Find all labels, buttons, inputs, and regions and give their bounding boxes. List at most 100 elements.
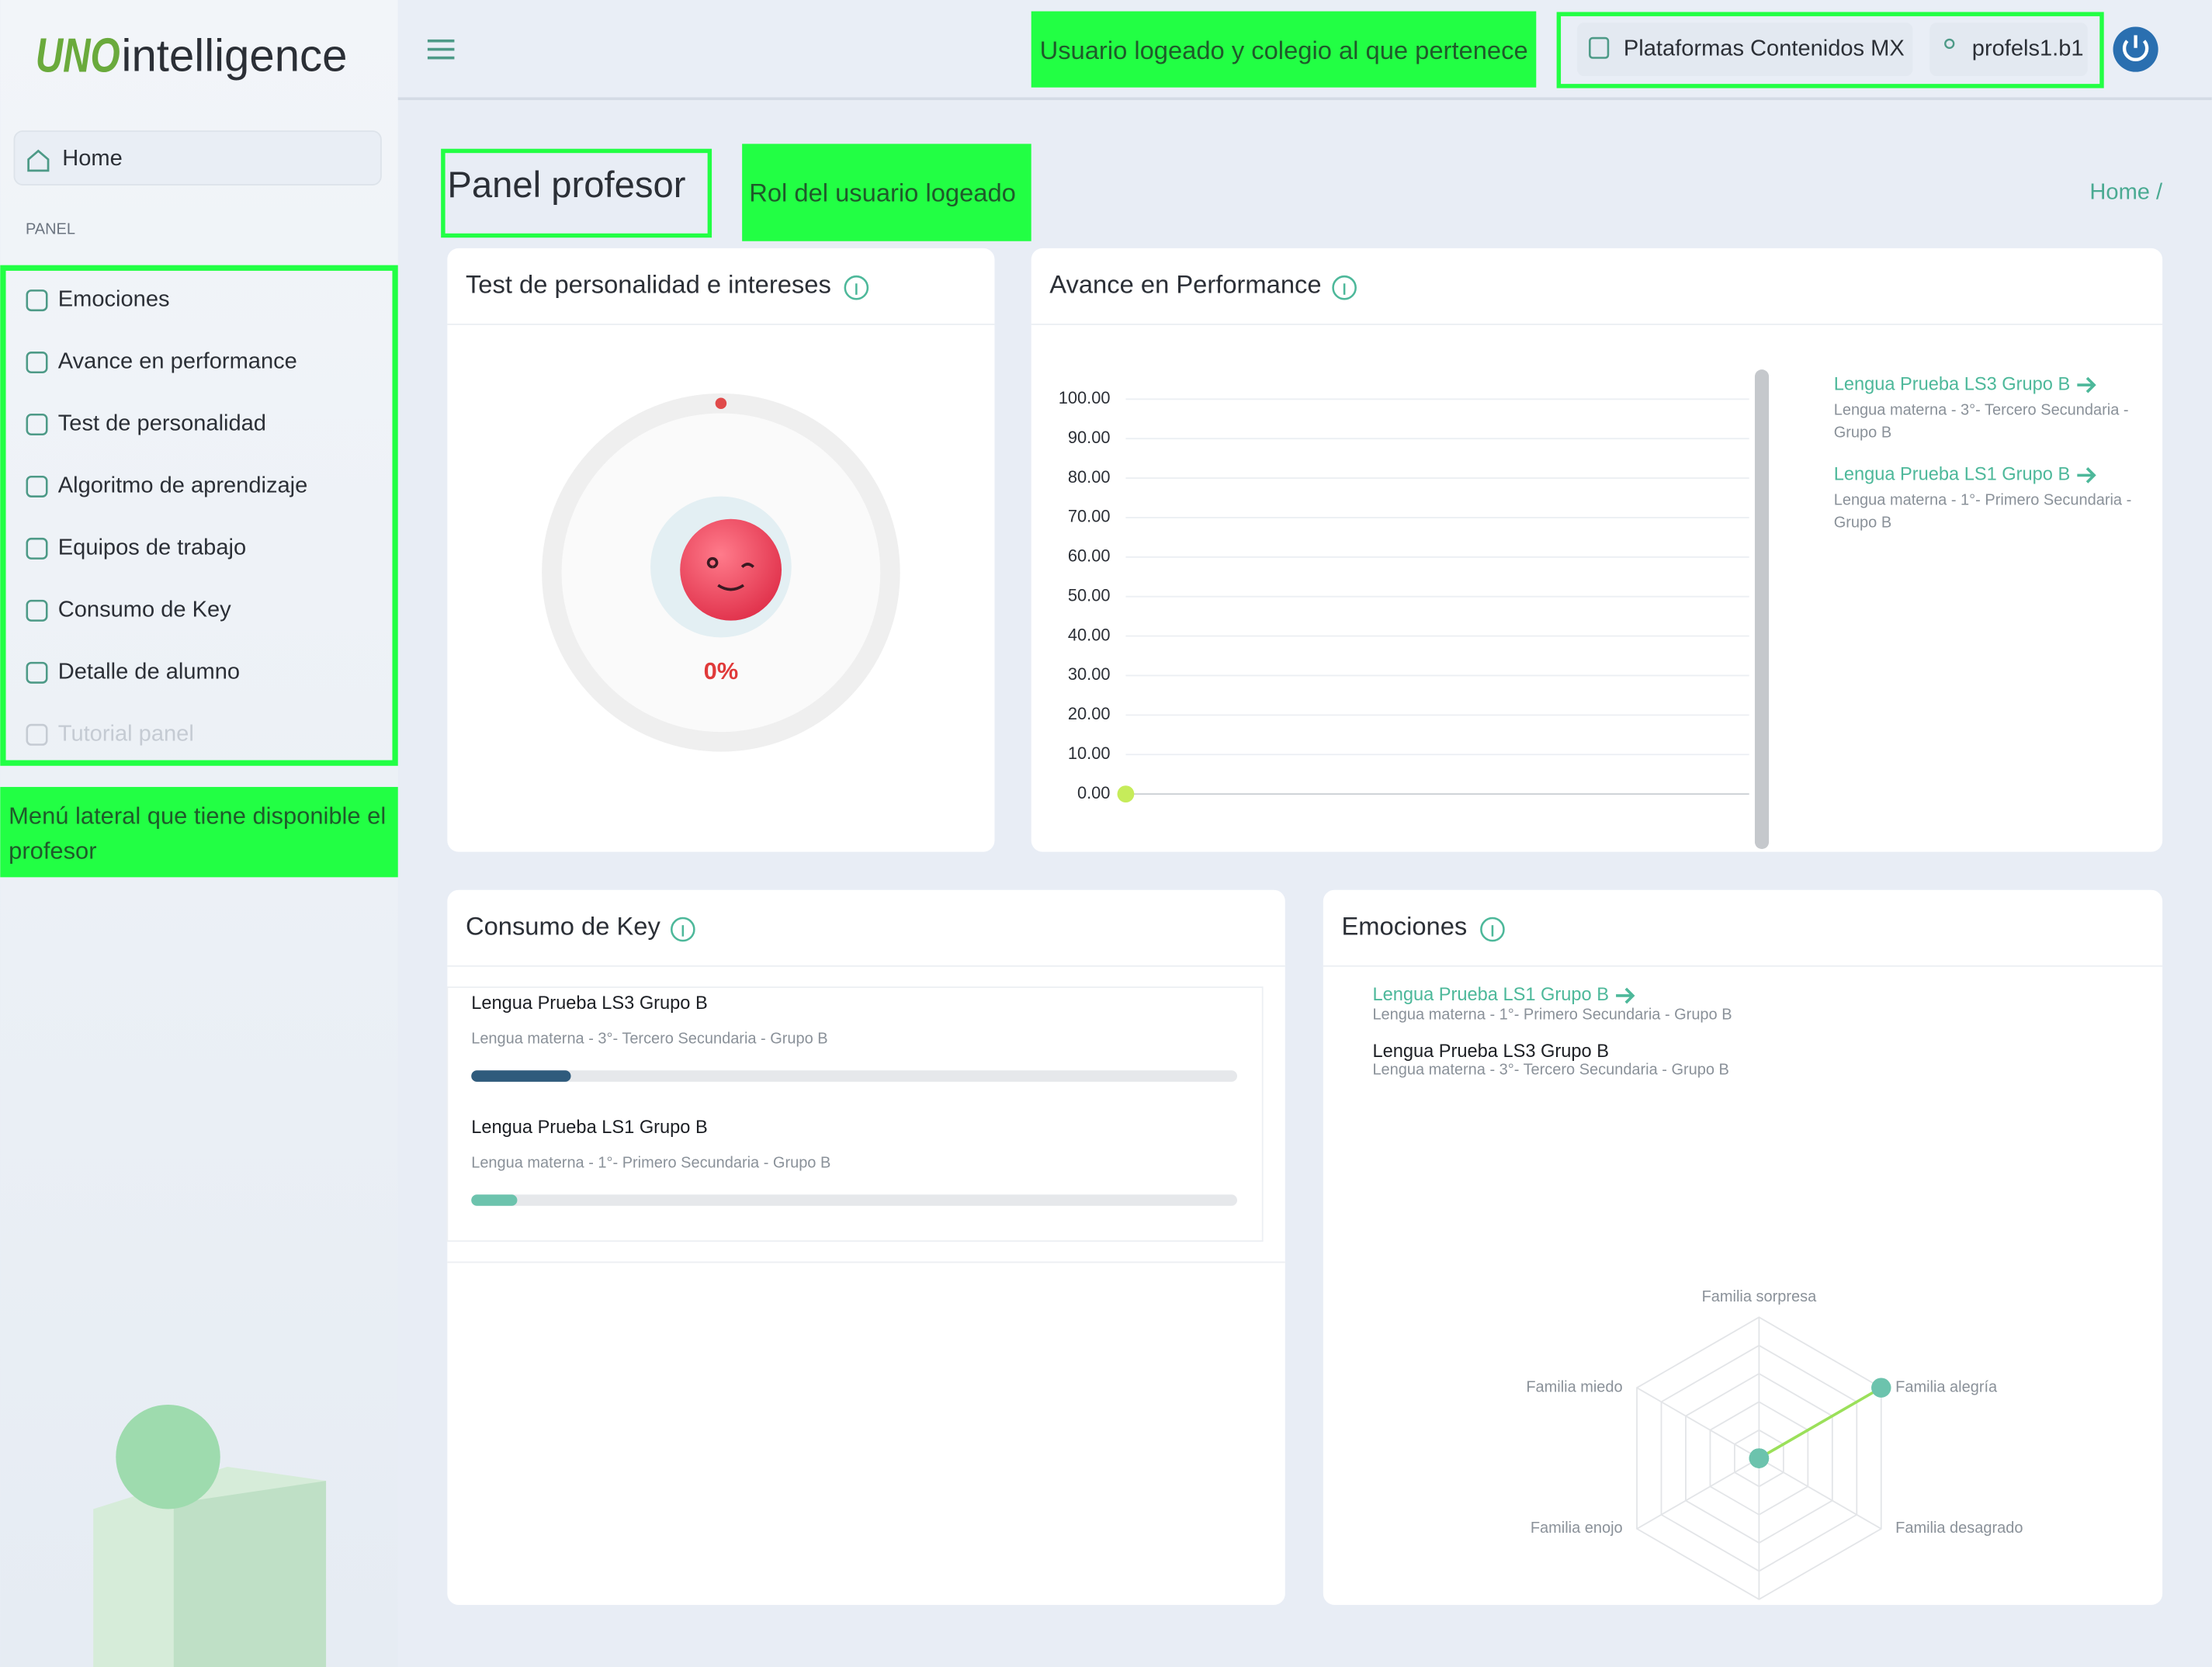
group-link[interactable]: Lengua Prueba LS3 Grupo B — [1834, 374, 2071, 394]
y-tick-label: 40.00 — [1068, 625, 1111, 644]
radar-label: Familia sorpresa — [1702, 1288, 1817, 1305]
card — [1323, 889, 2163, 1606]
y-tick-label: 60.00 — [1068, 546, 1111, 566]
card — [1031, 248, 2163, 852]
gauge-face — [680, 518, 782, 621]
user-name[interactable]: profels1.b1 — [1972, 36, 2084, 61]
power-icon — [2122, 35, 2149, 61]
school-pill[interactable] — [1576, 23, 1913, 77]
nav-item[interactable]: Detalle de alumno — [58, 660, 240, 684]
radar-axis — [1758, 1457, 1882, 1530]
annotation-box — [441, 148, 712, 238]
card-title: Consumo de Key — [466, 911, 661, 940]
nav-icon — [26, 475, 48, 497]
radar-label: Familia desagrado — [1895, 1520, 2023, 1537]
nav-icon — [26, 414, 48, 435]
gauge-value: 0% — [704, 657, 739, 684]
group-name[interactable]: Lengua Prueba LS1 Grupo B — [1372, 985, 1609, 1005]
decoration — [173, 1481, 327, 1667]
menu-toggle[interactable] — [427, 39, 455, 60]
nav-icon — [26, 352, 48, 374]
radar-label: Familia alegría — [1895, 1378, 1998, 1395]
logo-prefix: UNO — [36, 29, 120, 83]
annotation-box — [1556, 12, 2104, 88]
nav-item[interactable]: Equipos de trabajo — [58, 535, 246, 560]
annotation-box — [1031, 11, 1537, 88]
point — [1117, 785, 1135, 803]
nav-icon — [26, 723, 48, 746]
nav-icon — [26, 289, 48, 312]
nav-item[interactable]: Tutorial panel — [58, 721, 194, 746]
annotation-text: Menú lateral que tiene disponible el pro… — [9, 802, 387, 865]
y-tick-label: 100.00 — [1059, 388, 1111, 407]
description: Lengua materna - 3°- Tercero Secundaria … — [1833, 401, 2129, 442]
nav-item[interactable]: Algoritmo de aprendizaje — [58, 473, 308, 498]
nav-icon — [26, 661, 48, 684]
y-tick-label: 70.00 — [1068, 507, 1111, 526]
school-icon — [1589, 36, 1610, 59]
scrollbar[interactable] — [1754, 369, 1770, 849]
logout-button[interactable] — [2113, 26, 2158, 72]
nav-item[interactable]: Consumo de Key — [58, 598, 231, 622]
group-name: Lengua Prueba LS1 Grupo B — [471, 1118, 708, 1138]
group-link[interactable]: Lengua Prueba LS1 Grupo B — [1834, 465, 2071, 485]
card-title: Avance en Performance — [1049, 270, 1321, 299]
group-desc: Lengua materna - 3°- Tercero Secundaria … — [1372, 1062, 1728, 1079]
dynamic-layer: 0% 0.00 10.00 20.00 30.00 40.00 50.00 60.00 70.0… — [471, 374, 2132, 1600]
arrow-icon — [1616, 987, 1635, 1004]
radar-point — [1749, 1448, 1770, 1468]
group-desc: Lengua materna - 1°- Primero Secundaria … — [1372, 1007, 1732, 1024]
progress-bar — [471, 1070, 571, 1082]
annotation: Menú lateral que tiene disponible el pro… — [9, 802, 387, 865]
progress-bar — [471, 1194, 518, 1206]
gauge-face-features — [706, 556, 754, 591]
card-title: Test de personalidad e intereses — [466, 270, 831, 299]
school-name[interactable]: Plataformas Contenidos MX — [1624, 36, 1905, 61]
description-text: Lengua materna - 3°- Tercero Secundaria … — [1833, 401, 2129, 442]
radar-axis — [1636, 1457, 1760, 1530]
group-name: Lengua Prueba LS3 Grupo B — [1372, 1041, 1609, 1062]
annotation-text: Usuario logeado y colegio al que pertene… — [1040, 36, 1528, 64]
y-tick-label: 80.00 — [1068, 467, 1111, 487]
user-pill[interactable] — [1929, 23, 2088, 77]
annotation-text: Rol del usuario logeado — [749, 178, 1016, 206]
info-icons[interactable] — [671, 275, 1505, 942]
annotation-box — [0, 265, 398, 766]
arrow-icon — [2077, 376, 2096, 393]
radar-label: Familia miedo — [1526, 1378, 1622, 1395]
y-tick-label: 20.00 — [1068, 704, 1111, 723]
progress-track — [471, 1194, 1238, 1206]
group-desc: Lengua materna - 1°- Primero Secundaria … — [471, 1155, 830, 1172]
nav-icon — [26, 537, 48, 560]
nav-icon — [26, 599, 48, 622]
home-button[interactable] — [13, 130, 382, 185]
y-tick-label: 90.00 — [1068, 428, 1111, 447]
description-text: Lengua materna - 1°- Primero Secundaria … — [1833, 492, 2132, 532]
section-label: PANEL — [26, 220, 75, 237]
page-title: Panel profesor — [447, 165, 685, 206]
nav-item[interactable]: Avance en performance — [58, 349, 297, 374]
radar-point — [1871, 1378, 1891, 1398]
group-name: Lengua Prueba LS3 Grupo B — [471, 993, 708, 1014]
card-title: Emociones — [1341, 911, 1467, 940]
radar-label: Familia enojo — [1531, 1520, 1623, 1537]
description: Lengua materna - 1°- Primero Secundaria … — [1833, 492, 2132, 532]
annotation-box — [0, 787, 398, 878]
y-tick-label: 30.00 — [1068, 664, 1111, 684]
nav-item[interactable]: Emociones — [58, 287, 170, 312]
y-tick-label: 50.00 — [1068, 585, 1111, 605]
gauge-marker — [715, 397, 727, 410]
home-icon — [27, 149, 50, 172]
breadcrumb[interactable]: Home / — [2089, 180, 2163, 205]
nav-menu: Emociones Avance en performance Test de pe… — [26, 287, 308, 746]
annotation-box — [742, 144, 1031, 241]
progress-track — [471, 1070, 1238, 1082]
nav-item[interactable]: Test de personalidad — [58, 411, 266, 436]
home-label[interactable]: Home — [62, 146, 123, 171]
y-tick-label: 0.00 — [1077, 783, 1110, 802]
y-tick-label: 10.00 — [1068, 743, 1111, 763]
card — [446, 889, 1285, 1606]
decoration — [116, 1404, 220, 1509]
